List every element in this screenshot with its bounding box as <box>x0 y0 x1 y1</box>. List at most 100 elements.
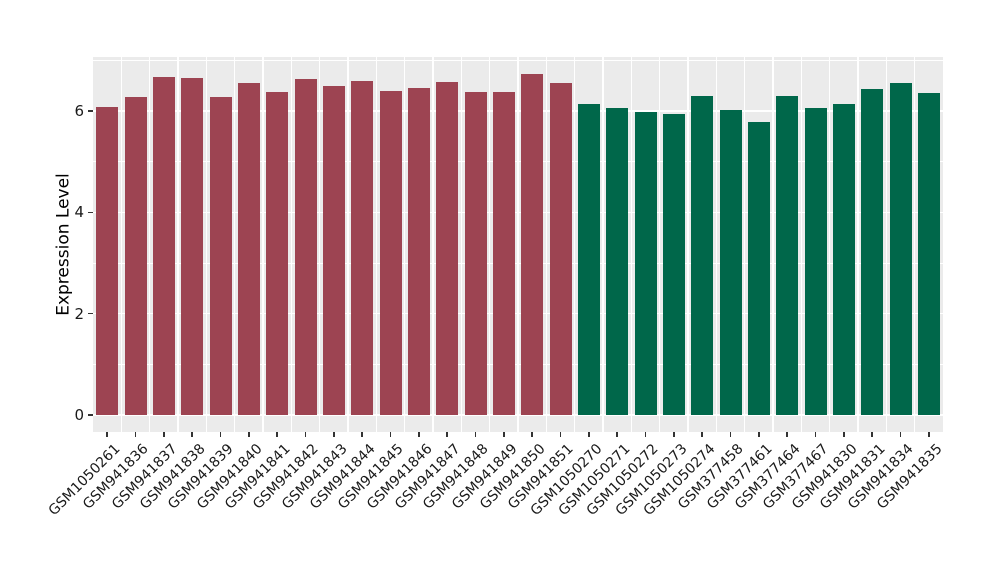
bar-GSM377467 <box>804 108 827 415</box>
x-tick-mark <box>389 432 392 437</box>
x-tick-mark <box>361 432 363 437</box>
bar-GSM941835 <box>917 93 940 415</box>
x-tick-mark <box>814 432 817 437</box>
x-tick-mark <box>191 432 193 437</box>
bar-GSM941850 <box>521 74 544 415</box>
gridline-vertical <box>347 57 349 432</box>
y-tick-label: 2 <box>74 304 84 323</box>
gridline-vertical <box>829 57 831 432</box>
gridline-vertical <box>574 57 576 432</box>
gridline-vertical <box>885 57 887 432</box>
gridline-vertical <box>290 57 292 432</box>
y-tick-label: 6 <box>74 102 84 121</box>
gridline-vertical <box>375 57 377 432</box>
gridline-vertical <box>319 57 321 432</box>
x-tick-mark <box>701 432 703 437</box>
gridline-vertical <box>149 57 151 432</box>
x-tick-mark <box>134 432 137 437</box>
y-tick-mark <box>88 110 93 112</box>
bar-GSM941840 <box>237 83 260 415</box>
gridline-vertical <box>120 57 122 432</box>
gridline-vertical <box>205 57 207 432</box>
x-tick-mark <box>333 432 335 437</box>
y-tick-label: 0 <box>74 405 84 424</box>
x-tick-mark <box>106 432 108 437</box>
x-tick-mark <box>899 432 902 437</box>
bar-GSM941845 <box>379 90 402 415</box>
y-tick-mark <box>88 312 93 315</box>
x-tick-mark <box>531 432 533 437</box>
gridline-vertical <box>517 57 519 432</box>
x-tick-mark <box>871 432 873 437</box>
bar-GSM941839 <box>209 97 232 415</box>
bar-GSM1050274 <box>691 95 714 415</box>
bar-GSM1050261 <box>96 107 119 415</box>
x-tick-mark <box>248 432 250 437</box>
x-tick-mark <box>446 432 448 437</box>
x-tick-mark <box>928 432 930 437</box>
x-tick-mark <box>644 432 647 437</box>
bar-GSM941831 <box>861 88 884 415</box>
x-tick-mark <box>588 432 590 437</box>
gridline-vertical <box>602 57 604 432</box>
gridline-vertical <box>234 57 236 432</box>
x-tick-mark <box>559 432 562 437</box>
bar-GSM941836 <box>124 96 147 415</box>
bar-GSM941830 <box>832 103 855 415</box>
gridline-vertical <box>715 57 717 432</box>
plot-panel <box>93 57 943 432</box>
gridline-vertical <box>545 57 547 432</box>
bar-GSM377464 <box>776 95 799 415</box>
gridline-vertical <box>432 57 434 432</box>
x-tick-mark <box>786 432 788 437</box>
x-tick-mark <box>503 432 505 437</box>
bar-GSM377461 <box>747 121 770 415</box>
gridline-vertical <box>489 57 491 432</box>
bar-GSM941851 <box>549 83 572 415</box>
bar-GSM941837 <box>152 76 175 415</box>
gridline-vertical <box>262 57 264 432</box>
bar-GSM941846 <box>407 88 430 415</box>
bar-GSM941847 <box>436 82 459 415</box>
gridline-vertical <box>744 57 746 432</box>
x-tick-mark <box>758 432 760 437</box>
x-tick-mark <box>729 432 732 437</box>
gridline-vertical <box>659 57 661 432</box>
gridline-vertical <box>914 57 916 432</box>
bar-GSM941848 <box>464 91 487 415</box>
bar-GSM1050272 <box>634 111 657 415</box>
bar-GSM941838 <box>181 78 204 415</box>
gridline-vertical <box>772 57 774 432</box>
bar-GSM941841 <box>266 91 289 415</box>
bar-GSM941842 <box>294 79 317 415</box>
x-tick-mark <box>843 432 845 437</box>
y-axis-title: Expression Level <box>53 173 74 316</box>
gridline-vertical <box>460 57 462 432</box>
y-tick-label: 4 <box>74 203 84 222</box>
gridline-vertical <box>687 57 689 432</box>
y-tick-mark <box>88 211 93 214</box>
gridline-vertical <box>800 57 802 432</box>
x-tick-mark <box>219 432 222 437</box>
x-tick-mark <box>673 432 675 437</box>
bar-GSM1050273 <box>662 114 685 415</box>
gridline-vertical <box>630 57 632 432</box>
x-tick-mark <box>474 432 477 437</box>
x-tick-mark <box>418 432 420 437</box>
bar-GSM941844 <box>351 80 374 415</box>
gridline-vertical <box>177 57 179 432</box>
bar-GSM377458 <box>719 110 742 415</box>
bar-GSM1050270 <box>577 103 600 415</box>
bar-GSM941849 <box>492 92 515 415</box>
y-tick-mark <box>88 414 93 416</box>
x-tick-mark <box>163 432 165 437</box>
gridline-vertical <box>857 57 859 432</box>
bar-GSM941843 <box>322 85 345 415</box>
x-tick-mark <box>304 432 307 437</box>
x-tick-mark <box>616 432 618 437</box>
bar-GSM941834 <box>889 82 912 415</box>
gridline-vertical <box>404 57 406 432</box>
bar-GSM1050271 <box>606 108 629 415</box>
x-tick-mark <box>276 432 278 437</box>
